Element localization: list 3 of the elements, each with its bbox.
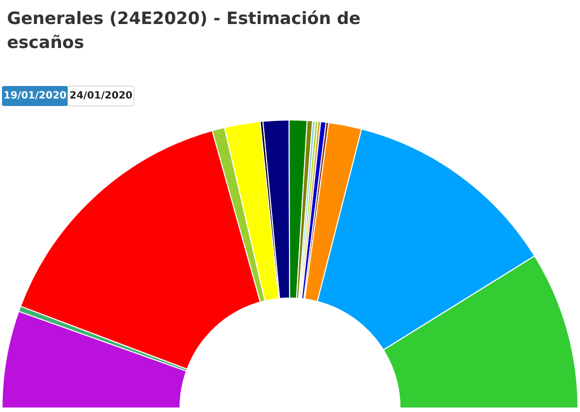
- text: 19/01/2020: [4, 90, 67, 102]
- text: 24/01/2020: [70, 90, 133, 102]
- chart-title: Generales (24E2020) - Estimación de escaños: [7, 9, 366, 53]
